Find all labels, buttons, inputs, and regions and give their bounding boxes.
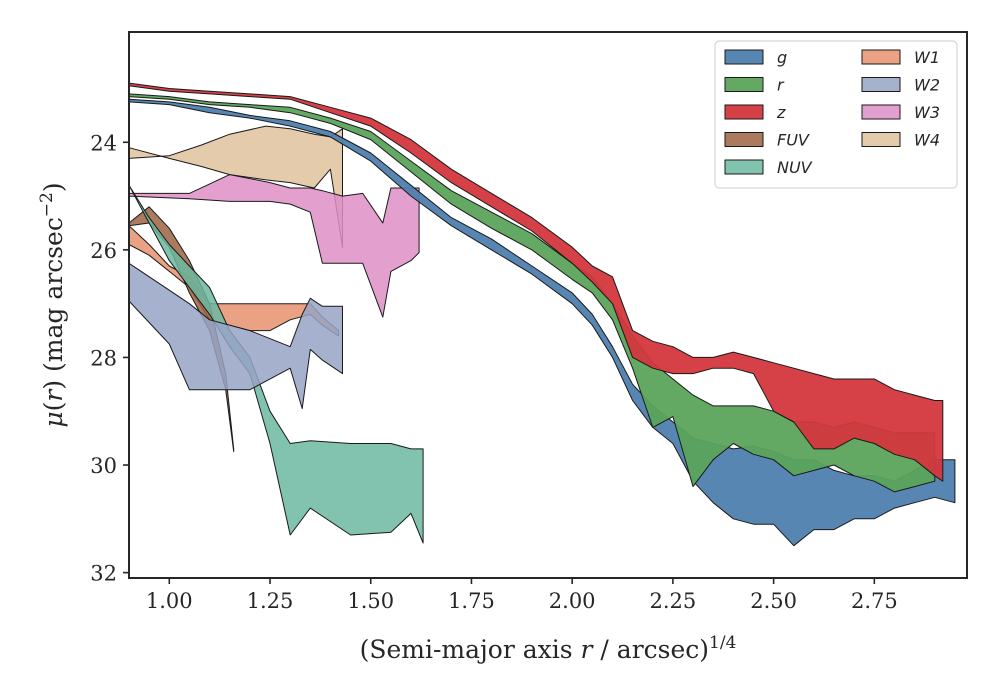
x-tick-label: 1.00	[146, 589, 193, 613]
series-area-g	[128, 98, 956, 547]
legend-swatch-fuv	[724, 132, 764, 147]
legend-label-nuv: NUV	[777, 158, 813, 177]
series-area-r	[128, 93, 936, 493]
x-tick-label: 2.25	[650, 589, 697, 613]
legend-swatch-w1	[861, 49, 901, 65]
legend-label-r: r	[777, 76, 785, 95]
legend-label-w2: W2	[914, 76, 940, 95]
series-areas	[128, 82, 956, 547]
x-axis-label: (Semi-major axis r / arcsec)1/4	[360, 633, 737, 664]
y-tick-label: 32	[90, 562, 117, 586]
x-tick-label: 2.50	[750, 589, 797, 613]
series-area-w3	[128, 174, 420, 318]
legend-swatch-w2	[861, 77, 901, 92]
legend-label-g: g	[777, 48, 787, 67]
y-tick-label: 26	[90, 239, 117, 263]
x-tick-label: 2.00	[549, 589, 596, 613]
x-tick-label: 1.75	[448, 589, 495, 613]
legend-label-w1: W1	[914, 48, 940, 67]
legend-swatch-r	[724, 77, 764, 92]
legend-swatch-w4	[861, 132, 901, 147]
legend-swatch-w3	[861, 104, 901, 120]
legend-label-fuv: FUV	[777, 131, 810, 150]
legend-label-z: z	[776, 103, 786, 122]
x-axis-ticks: 1.00 1.25 1.50 1.75 2.00 2.25 2.50 2.75	[146, 578, 898, 613]
series-area-w2	[128, 262, 343, 410]
legend: grz FUV NUV W1 W2 W3 W4	[714, 40, 958, 189]
legend-swatch-nuv	[724, 159, 764, 175]
y-tick-label: 24	[90, 131, 117, 155]
x-tick-label: 1.25	[247, 589, 294, 613]
legend-swatch-z	[724, 104, 764, 120]
plot-frame	[128, 31, 968, 579]
legend-label-w4: W4	[914, 131, 940, 150]
x-tick-label: 1.50	[347, 589, 394, 613]
series-area-z	[128, 82, 944, 482]
legend-swatch-g	[724, 49, 764, 65]
y-axis-ticks: 24 26 28 30 32	[90, 131, 129, 586]
x-tick-label: 2.75	[851, 589, 898, 613]
y-tick-label: 30	[90, 454, 117, 478]
legend-label-w3: W3	[914, 103, 940, 122]
y-tick-label: 28	[90, 346, 117, 370]
y-axis-label: μ(r) (mag arcsec−2)	[37, 182, 68, 427]
